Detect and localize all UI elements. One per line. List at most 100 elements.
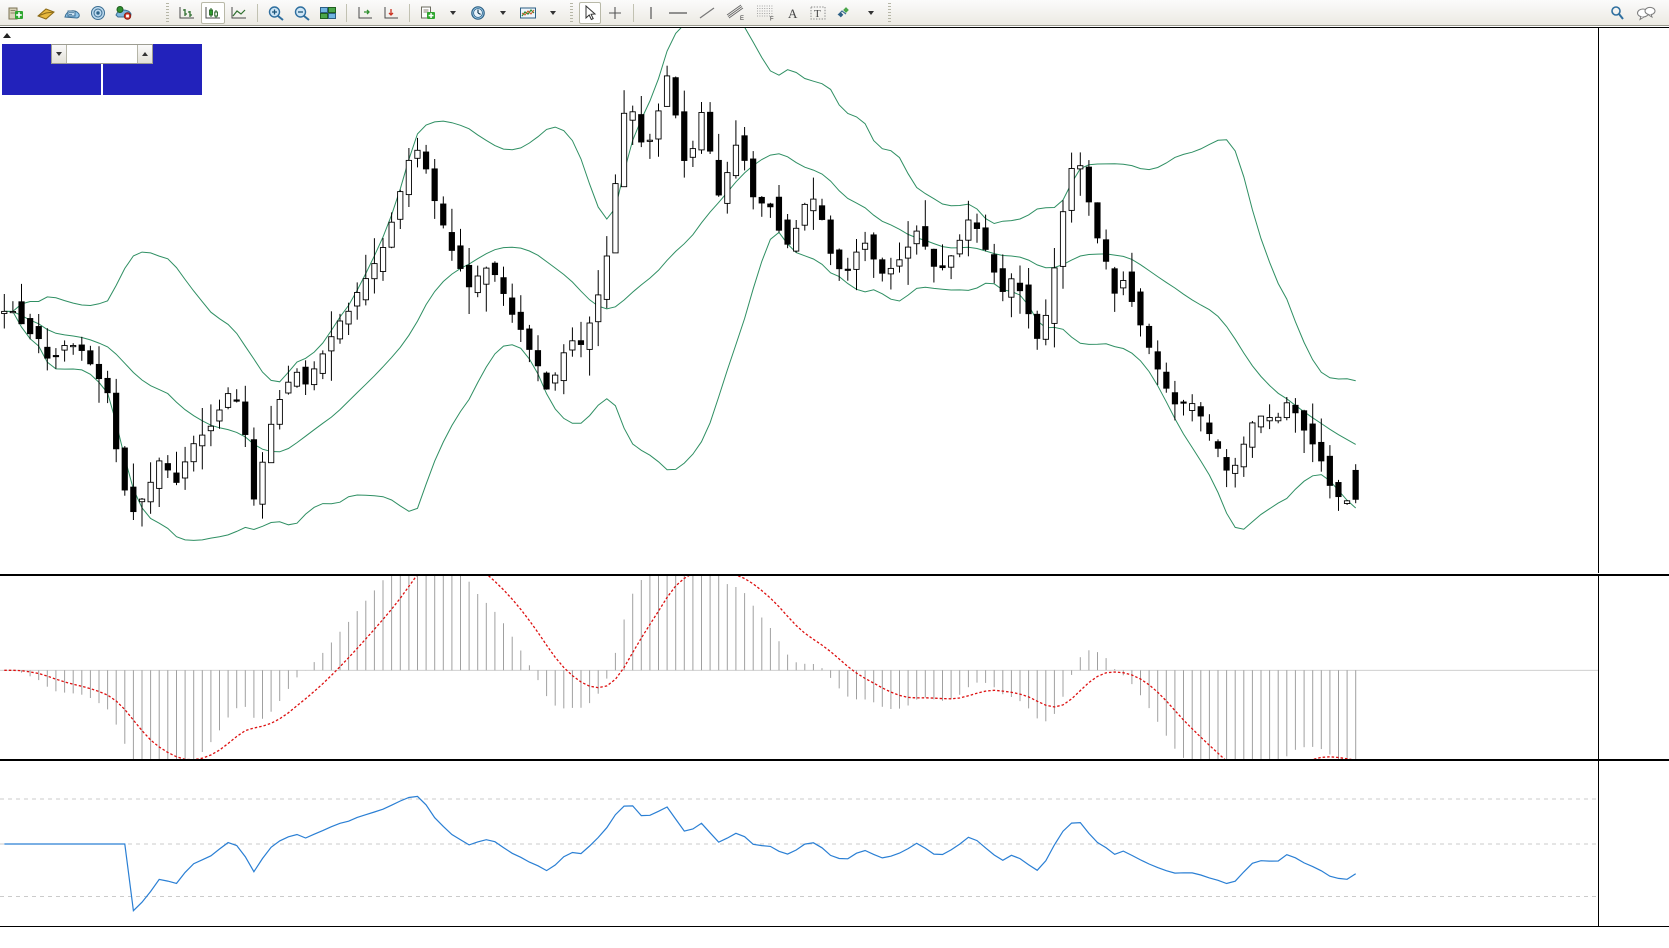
shift-end-icon — [358, 6, 372, 18]
crosshair-icon — [609, 6, 621, 19]
shift-end-button[interactable] — [353, 2, 377, 24]
toolbar-separator — [164, 2, 171, 23]
sell-price-button[interactable] — [2, 64, 101, 95]
volume-decrement[interactable] — [52, 45, 67, 63]
hline-icon — [669, 11, 687, 14]
collapse-triangle-icon[interactable] — [3, 32, 11, 38]
bar-chart-icon — [179, 6, 194, 18]
book-icon — [37, 7, 55, 20]
cursor-button[interactable] — [579, 1, 601, 24]
quotes-row — [2, 64, 202, 95]
zoom-out-icon — [294, 5, 310, 21]
macd-axis — [1598, 576, 1669, 759]
terminal-icon — [64, 9, 80, 19]
auto-trade-button[interactable] — [112, 2, 136, 24]
search-button[interactable] — [1606, 2, 1630, 24]
bar-chart-button[interactable] — [175, 2, 199, 24]
buy-button[interactable] — [153, 44, 202, 64]
volume-increment[interactable] — [137, 45, 152, 63]
equidistant-channel-button[interactable]: E — [722, 2, 750, 24]
candlestick-chart-button[interactable] — [201, 1, 225, 24]
fibonacci-icon: F — [757, 5, 774, 21]
volume-stepper[interactable] — [51, 44, 153, 64]
equidistant-channel-icon: E — [726, 4, 744, 21]
toolbar-separator — [886, 2, 893, 23]
period-dropdown[interactable] — [492, 2, 514, 24]
main-toolbar: E F A T — [0, 0, 1669, 26]
indicators-dropdown[interactable] — [542, 2, 564, 24]
objects-dropdown[interactable] — [860, 2, 882, 24]
sell-button[interactable] — [2, 44, 51, 64]
macd-panel[interactable] — [0, 574, 1669, 759]
book-button[interactable] — [34, 2, 58, 24]
symbol-header — [0, 28, 1669, 42]
rsi-chart-svg — [0, 795, 1598, 912]
auto-scroll-button[interactable] — [379, 2, 403, 24]
svg-text:A: A — [788, 6, 798, 21]
rsi-panel[interactable] — [0, 759, 1669, 927]
one-click-trade-header — [2, 44, 202, 64]
objects-button[interactable] — [832, 2, 858, 24]
crosshair-button[interactable] — [603, 2, 627, 24]
new-order-button[interactable] — [3, 2, 32, 24]
terminal-button[interactable] — [60, 2, 84, 24]
vertical-line-button[interactable] — [640, 2, 662, 24]
toolbar-right-group — [1605, 2, 1669, 24]
trendline-icon — [699, 7, 715, 18]
rsi-plot-area[interactable] — [0, 761, 1598, 927]
price-chart-svg — [1, 28, 1359, 541]
svg-text:E: E — [740, 16, 744, 21]
text-button[interactable]: A — [782, 2, 804, 24]
zoom-in-button[interactable] — [264, 2, 288, 24]
text-label-button[interactable]: T — [806, 2, 830, 24]
cursor-icon — [585, 4, 597, 20]
one-click-trade-panel[interactable] — [2, 44, 202, 95]
line-chart-icon — [231, 6, 246, 18]
toolbar-separator — [257, 3, 258, 22]
chevron-down-icon — [868, 10, 874, 15]
chevron-up-icon — [142, 52, 148, 56]
vline-icon — [650, 6, 652, 19]
toolbar-separator — [346, 3, 347, 22]
text-label-icon: T — [810, 6, 826, 20]
new-template-dropdown[interactable] — [442, 2, 464, 24]
fibonacci-button[interactable]: F — [752, 2, 780, 24]
svg-text:T: T — [814, 8, 821, 20]
horizontal-line-button[interactable] — [664, 2, 692, 24]
text-icon: A — [788, 6, 798, 21]
signal-button[interactable] — [86, 2, 110, 24]
price-axis[interactable] — [1598, 28, 1669, 573]
period-button[interactable] — [466, 2, 490, 24]
price-panel[interactable] — [0, 28, 1669, 573]
new-template-button[interactable] — [416, 2, 440, 24]
auto-trade-label-button[interactable] — [138, 2, 160, 24]
svg-text:F: F — [770, 16, 774, 21]
signal-icon — [91, 5, 105, 20]
toolbar-separator — [409, 3, 410, 22]
chevron-down-icon — [56, 52, 62, 56]
toolbar-separator — [568, 2, 575, 23]
chevron-down-icon — [450, 10, 456, 15]
autotrade-icon — [115, 5, 132, 20]
zoom-out-button[interactable] — [290, 2, 314, 24]
line-chart-button[interactable] — [227, 2, 251, 24]
new-order-icon — [8, 7, 23, 19]
macd-plot-area[interactable] — [0, 576, 1598, 759]
indicators-button[interactable] — [516, 2, 540, 24]
tile-windows-button[interactable] — [316, 2, 340, 24]
trendline-button[interactable] — [694, 2, 720, 24]
buy-price-button[interactable] — [103, 64, 202, 95]
rsi-axis — [1598, 761, 1669, 927]
new-template-icon — [421, 6, 435, 19]
chevron-down-icon — [550, 10, 556, 15]
toolbar-separator — [633, 3, 634, 22]
chart-window[interactable] — [0, 27, 1669, 948]
chat-button[interactable] — [1632, 2, 1660, 24]
auto-scroll-icon — [384, 6, 398, 18]
period-icon — [471, 5, 485, 20]
volume-input[interactable] — [67, 45, 137, 63]
price-plot-area[interactable] — [0, 28, 1598, 573]
time-axis — [0, 926, 1669, 948]
macd-chart-svg — [0, 576, 1598, 759]
